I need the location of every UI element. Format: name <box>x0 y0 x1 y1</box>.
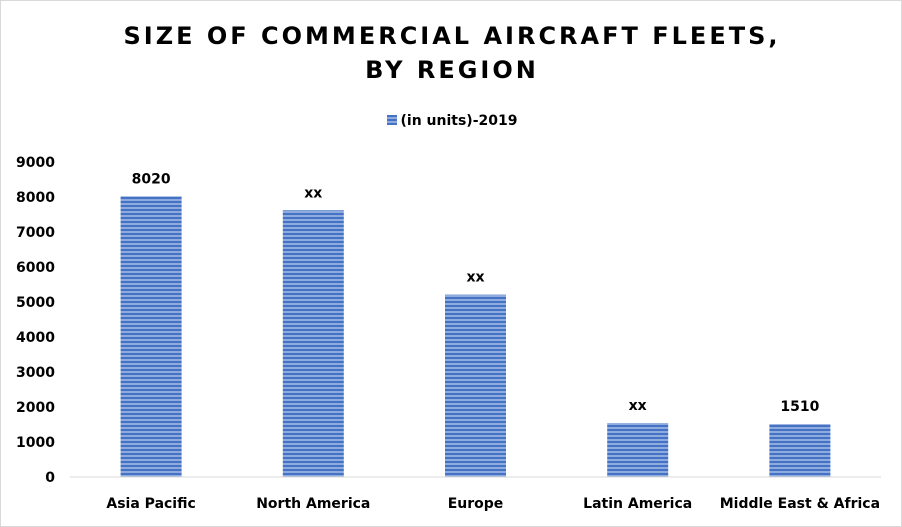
y-tick-label-2: 2000 <box>16 400 55 416</box>
chart-title-line-1: SIZE OF COMMERCIAL AIRCRAFT FLEETS, <box>123 22 781 50</box>
chart-title-line-2: BY REGION <box>365 56 539 84</box>
x-tick-label-2: North America <box>256 496 370 512</box>
chart-legend: (in units)-2019 <box>1 113 902 129</box>
y-tick-label-6: 6000 <box>16 260 55 276</box>
y-tick-label-5: 5000 <box>16 295 55 311</box>
data-label-3: xx <box>466 270 484 286</box>
bar-2 <box>282 210 344 478</box>
y-tick-label-7: 7000 <box>16 225 55 241</box>
data-label-4: xx <box>629 398 647 414</box>
x-tick-label-3: Europe <box>448 496 504 512</box>
y-tick-label-1: 1000 <box>16 435 55 451</box>
y-tick-label-9: 9000 <box>16 155 55 171</box>
y-tick-label-3: 3000 <box>16 365 55 381</box>
data-label-2: xx <box>304 185 322 201</box>
data-label-5: 1510 <box>780 399 819 415</box>
y-tick-label-0: 0 <box>45 470 55 486</box>
data-label-1: 8020 <box>132 171 171 187</box>
chart-title: SIZE OF COMMERCIAL AIRCRAFT FLEETS, BY R… <box>1 19 902 87</box>
legend-label: (in units)-2019 <box>400 113 518 129</box>
x-tick-label-4: Latin America <box>583 496 692 512</box>
legend-swatch <box>386 115 397 125</box>
y-tick-label-8: 8000 <box>16 190 55 206</box>
y-tick-label-4: 4000 <box>16 330 55 346</box>
bar-1 <box>120 196 182 478</box>
bar-3 <box>445 294 506 477</box>
bar-5 <box>769 424 831 477</box>
bar-4 <box>607 423 669 477</box>
x-tick-label-1: Asia Pacific <box>106 496 195 512</box>
x-tick-label-5: Middle East & Africa <box>720 496 880 512</box>
